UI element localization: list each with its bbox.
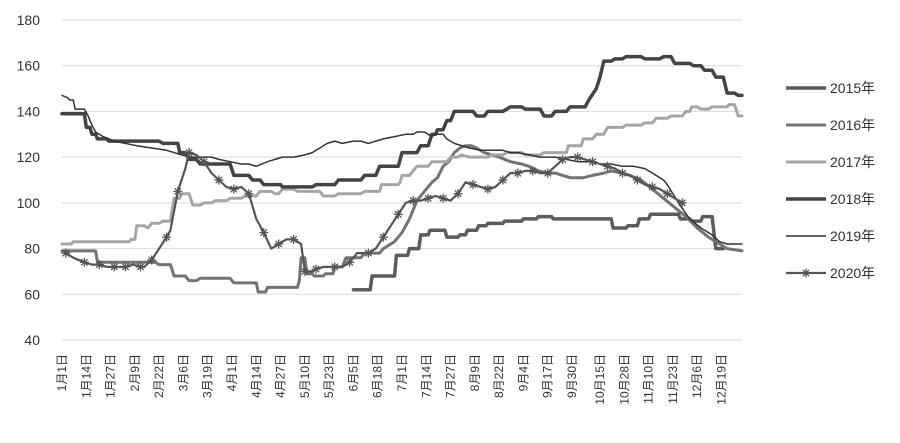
series-5-point-66 <box>543 168 553 178</box>
series-line-4 <box>61 94 743 245</box>
x-tick-label-5: 3月6日 <box>176 354 190 391</box>
series-line-3 <box>60 54 744 189</box>
series-5-point-34 <box>300 266 310 276</box>
series-5-point-2 <box>79 257 89 267</box>
x-tick-label-9: 4月27日 <box>274 354 288 398</box>
series-5-point-46 <box>393 209 403 219</box>
legend-label-2: 2017年 <box>830 154 875 170</box>
x-tick-label-13: 6月18日 <box>371 354 385 398</box>
x-tick-label-15: 7月14日 <box>419 354 433 398</box>
x-tick-label-21: 9月30日 <box>565 354 579 398</box>
x-tick-label-24: 11月10日 <box>642 354 656 404</box>
series-5-point-42 <box>363 248 373 258</box>
x-tick-label-7: 4月1日 <box>225 354 239 391</box>
x-tick-label-4: 2月22日 <box>152 354 166 398</box>
y-tick-label-120: 120 <box>17 149 41 165</box>
x-tick-label-10: 5月10日 <box>298 354 312 398</box>
series-5-point-52 <box>438 193 448 203</box>
series-5-point-38 <box>330 262 340 272</box>
series-5-point-26 <box>244 189 254 199</box>
x-tick-label-23: 10月28日 <box>617 354 631 405</box>
series-5-point-22 <box>214 175 224 185</box>
x-tick-label-3: 2月9日 <box>128 354 142 391</box>
series-5-point-54 <box>453 189 463 199</box>
x-tick-label-19: 9月4日 <box>516 354 530 391</box>
series-5-point-50 <box>423 193 433 203</box>
x-tick-label-11: 5月23日 <box>322 354 336 398</box>
series-line-1 <box>60 144 744 294</box>
x-tick-label-17: 8月9日 <box>468 354 482 391</box>
x-tick-label-18: 8月22日 <box>492 354 506 398</box>
series-5-point-8 <box>121 262 131 272</box>
x-tick-label-27: 12月19日 <box>714 354 728 405</box>
x-tick-label-16: 7月27日 <box>444 354 458 398</box>
y-tick-label-40: 40 <box>24 332 40 348</box>
y-tick-label-160: 160 <box>17 58 41 74</box>
y-tick-label-100: 100 <box>17 195 41 211</box>
x-tick-label-26: 12月6日 <box>690 354 704 398</box>
legend-label-0: 2015年 <box>830 80 875 96</box>
legend-marker-5 <box>801 268 811 278</box>
series-5-point-72 <box>588 157 598 167</box>
series-5-point-64 <box>528 166 538 176</box>
series-5-point-32 <box>289 234 299 244</box>
series-5-point-58 <box>483 184 493 194</box>
series-5-point-74 <box>602 161 612 171</box>
series-5-point-4 <box>94 260 104 270</box>
series-5-point-14 <box>162 232 172 242</box>
series-5-point-6 <box>109 262 119 272</box>
series-5-point-40 <box>345 257 355 267</box>
x-tick-label-20: 9月17日 <box>541 354 555 398</box>
legend-label-1: 2016年 <box>830 117 875 133</box>
series-5-point-36 <box>311 264 321 274</box>
series-5-point-18 <box>184 148 194 158</box>
x-tick-label-0: 1月1日 <box>55 354 69 391</box>
x-tick-label-14: 7月1日 <box>395 354 409 391</box>
series-5-point-48 <box>408 196 418 206</box>
legend-label-3: 2018年 <box>830 191 875 207</box>
y-tick-label-140: 140 <box>17 103 41 119</box>
x-axis-tick-labels: 1月1日 1月14日 1月27日 2月9日 2月22日 3月6日 3月19日 4月1日 4月14… <box>55 354 728 405</box>
legend-label-5: 2020年 <box>830 265 875 281</box>
series-5-point-12 <box>147 255 157 265</box>
series-5-point-30 <box>274 239 284 249</box>
legend: 2015年 2016年 2017年 2018年 2019年 2020年 <box>786 80 875 281</box>
series-5-point-82 <box>662 189 672 199</box>
legend-label-4: 2019年 <box>830 228 875 244</box>
y-axis-tick-labels: 40 60 80 100 120 140 160 180 <box>17 12 41 348</box>
series-5-point-80 <box>647 182 657 192</box>
x-tick-label-6: 3月19日 <box>201 354 215 398</box>
x-tick-label-25: 11月23日 <box>666 354 680 404</box>
series-5-point-44 <box>378 232 388 242</box>
series-5-point-84 <box>677 198 687 208</box>
x-tick-label-8: 4月14日 <box>249 354 263 398</box>
x-tick-label-1: 1月14日 <box>79 354 93 398</box>
series-5-point-24 <box>229 184 239 194</box>
x-tick-label-22: 10月15日 <box>593 354 607 405</box>
series-5-point-68 <box>558 154 568 164</box>
x-tick-label-2: 1月27日 <box>104 354 118 398</box>
series-line-2 <box>60 103 744 246</box>
series-5-point-76 <box>617 168 627 178</box>
series-lines <box>60 54 744 294</box>
x-tick-label-12: 6月5日 <box>346 354 360 391</box>
series-5-point-60 <box>498 175 508 185</box>
series-5-point-0 <box>61 248 71 258</box>
series-5-point-16 <box>173 186 183 196</box>
series-5-point-20 <box>199 157 209 167</box>
series-5-point-56 <box>468 180 478 190</box>
series-5-point-28 <box>259 228 269 238</box>
series-line-0 <box>351 212 726 292</box>
y-tick-label-180: 180 <box>17 12 41 28</box>
series-5-point-10 <box>135 262 145 272</box>
series-5-point-78 <box>632 175 642 185</box>
y-tick-label-60: 60 <box>24 286 40 302</box>
series-5-point-62 <box>513 168 523 178</box>
y-tick-label-80: 80 <box>24 241 40 257</box>
series-5-point-70 <box>573 152 583 162</box>
